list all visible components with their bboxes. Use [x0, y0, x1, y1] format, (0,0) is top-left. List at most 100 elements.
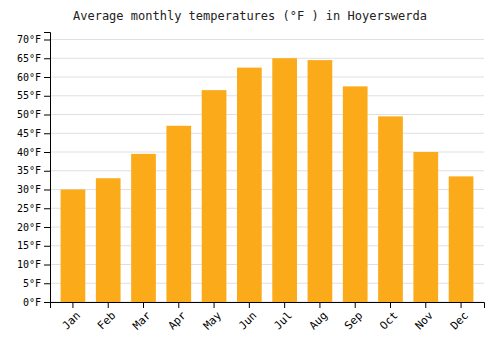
- x-tick-mark: [214, 302, 215, 308]
- x-tick: May: [201, 302, 225, 332]
- x-tick-label: Feb: [95, 309, 118, 332]
- x-tick-label: Apr: [166, 309, 190, 333]
- y-tick-mark: [44, 40, 50, 41]
- x-tick: Sep: [342, 302, 365, 332]
- y-tick: 30°F: [17, 184, 50, 195]
- y-tick-label: 20°F: [17, 222, 41, 233]
- y-tick-label: 40°F: [17, 147, 41, 158]
- x-tick: Mar: [130, 302, 154, 332]
- y-tick-mark: [44, 152, 50, 153]
- y-tick-mark: [44, 283, 50, 284]
- x-tick-mark: [284, 302, 285, 308]
- y-tick-label: 15°F: [17, 240, 41, 251]
- x-tick-label: Sep: [342, 309, 365, 332]
- bar: [308, 60, 333, 302]
- x-tick: Feb: [95, 302, 118, 332]
- x-axis-line: [51, 303, 485, 309]
- x-tick-label: Oct: [377, 309, 400, 332]
- y-tick-label: 0°F: [23, 297, 41, 308]
- x-tick-label: Nov: [413, 309, 437, 333]
- y-tick-mark: [44, 208, 50, 209]
- grid: [50, 40, 484, 303]
- y-tick-label: 30°F: [17, 184, 41, 195]
- y-tick-label: 55°F: [17, 90, 41, 101]
- grid-line: [50, 77, 484, 78]
- y-tick: 35°F: [17, 165, 50, 176]
- bar: [272, 58, 297, 302]
- bar: [343, 86, 368, 302]
- grid-line: [50, 95, 484, 96]
- x-tick-label: Dec: [448, 309, 471, 332]
- y-axis-line: [44, 33, 51, 303]
- grid-line: [50, 114, 484, 115]
- plot: Jan Feb Mar Apr May Jun Jul Aug Sep Oct Nov Dec 0°F 5…: [17, 33, 485, 333]
- x-tick-mark: [425, 302, 426, 308]
- bar: [131, 154, 156, 302]
- x-tick-mark: [390, 302, 391, 308]
- x-tick: Jun: [236, 302, 259, 332]
- bar: [166, 126, 191, 302]
- x-tick-mark: [143, 302, 144, 308]
- chart: Jan Feb Mar Apr May Jun Jul Aug Sep Oct Nov Dec 0°F 5…: [0, 0, 500, 350]
- x-tick-label: Jun: [236, 309, 259, 332]
- x-tick-mark: [461, 302, 462, 308]
- y-tick: 15°F: [17, 240, 50, 251]
- y-tick-label: 10°F: [17, 259, 41, 270]
- x-tick-label: May: [201, 309, 225, 333]
- y-tick: 70°F: [17, 34, 50, 45]
- y-tick-mark: [44, 96, 50, 97]
- y-tick: 10°F: [17, 259, 50, 270]
- bar: [449, 176, 474, 302]
- x-tick-mark: [355, 302, 356, 308]
- y-tick: 5°F: [23, 278, 50, 289]
- bars: [61, 58, 474, 302]
- y-tick-mark: [44, 190, 50, 191]
- y-tick-label: 25°F: [17, 203, 41, 214]
- bar: [202, 90, 227, 302]
- y-tick: 50°F: [17, 109, 50, 120]
- x-tick-label: Mar: [130, 309, 154, 333]
- y-tick-label: 5°F: [23, 278, 41, 289]
- bar: [61, 190, 86, 303]
- y-tick: 25°F: [17, 203, 50, 214]
- x-tick: Dec: [448, 302, 471, 332]
- bar: [96, 178, 121, 302]
- y-tick-mark: [44, 265, 50, 266]
- x-tick: Aug: [307, 302, 330, 332]
- x-tick-mark: [178, 302, 179, 308]
- x-tick-mark: [108, 302, 109, 308]
- grid-line: [50, 133, 484, 134]
- x-tick-label: Aug: [307, 309, 330, 332]
- y-tick-mark: [44, 133, 50, 134]
- x-tick-mark: [249, 302, 250, 308]
- title: Average monthly temperatures (°F ) in Ho…: [73, 9, 427, 23]
- x-tick: Oct: [377, 302, 400, 332]
- y-tick: 0°F: [23, 297, 50, 308]
- y-tick: 40°F: [17, 147, 50, 158]
- y-tick-mark: [44, 77, 50, 78]
- y-tick-label: 65°F: [17, 53, 41, 64]
- x-tick: Apr: [166, 302, 190, 332]
- y-tick: 65°F: [17, 53, 50, 64]
- x-axis: Jan Feb Mar Apr May Jun Jul Aug Sep Oct Nov Dec: [51, 302, 485, 332]
- x-tick-label: Jul: [271, 309, 294, 332]
- y-tick-mark: [44, 227, 50, 228]
- y-tick-mark: [44, 246, 50, 247]
- y-tick: 55°F: [17, 90, 50, 101]
- x-tick: Jul: [271, 302, 294, 332]
- y-tick-mark: [44, 171, 50, 172]
- y-axis: 0°F 5°F 10°F 15°F 20°F 25°F 30°F 35°F 40°F 45°F 50…: [17, 33, 51, 308]
- y-tick: 20°F: [17, 222, 50, 233]
- x-tick-label: Jan: [60, 309, 83, 332]
- grid-line: [50, 39, 484, 40]
- bar: [413, 152, 438, 302]
- y-tick: 60°F: [17, 72, 50, 83]
- bar: [378, 116, 403, 302]
- y-tick-label: 35°F: [17, 165, 41, 176]
- x-tick: Nov: [413, 302, 437, 332]
- y-tick-label: 70°F: [17, 34, 41, 45]
- y-tick-mark: [44, 302, 50, 303]
- y-tick: 45°F: [17, 128, 50, 139]
- y-tick-label: 50°F: [17, 109, 41, 120]
- y-tick-mark: [44, 115, 50, 116]
